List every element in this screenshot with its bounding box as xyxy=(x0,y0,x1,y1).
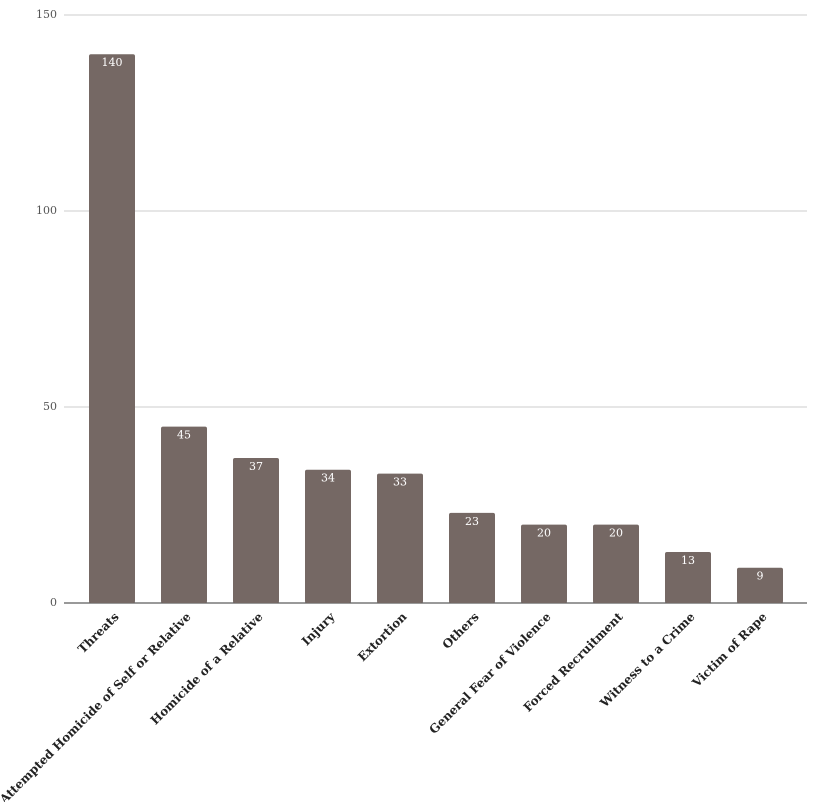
y-tick-label: 100 xyxy=(36,204,57,217)
bar xyxy=(737,567,783,603)
x-tick-label: General Fear of Violence xyxy=(427,609,554,736)
bar xyxy=(665,552,711,603)
x-tick-label: Extortion xyxy=(355,610,410,665)
y-tick-label: 150 xyxy=(36,8,57,21)
value-label: 20 xyxy=(609,527,623,540)
value-label: 34 xyxy=(321,472,335,485)
bar xyxy=(233,457,279,603)
value-label: 140 xyxy=(102,56,123,69)
value-label: 37 xyxy=(249,460,263,473)
x-tick-label: Injury xyxy=(299,609,338,648)
bar xyxy=(449,512,495,603)
value-label: 33 xyxy=(393,476,407,489)
value-label: 23 xyxy=(465,515,479,528)
bar xyxy=(305,469,351,603)
bar xyxy=(89,54,135,603)
value-label: 13 xyxy=(681,554,695,567)
bar xyxy=(377,473,423,603)
y-tick-label: 50 xyxy=(43,400,57,413)
bar xyxy=(521,524,567,603)
value-label: 9 xyxy=(757,570,764,583)
x-tick-label: Others xyxy=(440,610,482,652)
bar xyxy=(161,426,207,603)
value-label: 20 xyxy=(537,527,551,540)
bar xyxy=(593,524,639,603)
value-label: 45 xyxy=(177,429,191,442)
x-tick-label: Victim of Rape xyxy=(689,609,770,690)
x-tick-label: Threats xyxy=(75,610,122,657)
y-tick-label: 0 xyxy=(50,596,57,609)
